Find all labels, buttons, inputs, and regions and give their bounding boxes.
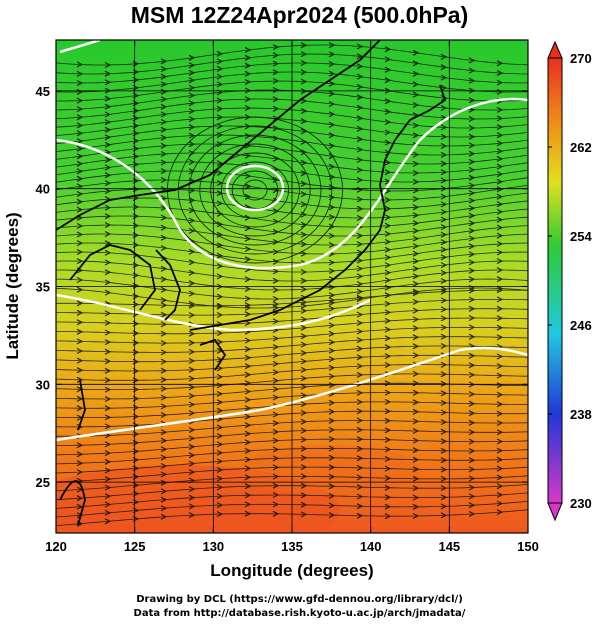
- y-tick-label: 35: [36, 280, 50, 295]
- colorbar-label: 270: [570, 51, 592, 66]
- colorbar-gradient: [547, 57, 563, 504]
- y-tick-label: 25: [36, 475, 50, 490]
- y-tick-label: 45: [36, 84, 50, 99]
- x-tick-label: 135: [281, 539, 303, 554]
- x-tick-label: 120: [45, 539, 67, 554]
- x-tick-label: 125: [124, 539, 146, 554]
- x-tick-label: 130: [202, 539, 224, 554]
- lat-lon-grid: [56, 40, 528, 533]
- x-tick-label: 150: [517, 539, 539, 554]
- colorbar-label: 238: [570, 407, 592, 422]
- temperature-isolines: [56, 40, 528, 442]
- axis-ticks: 120 125 130 135 140 145 150 25 30 35 40 45: [36, 40, 539, 554]
- colorbar-max-arrow: [547, 40, 563, 59]
- colorbar-label: 246: [570, 318, 592, 333]
- coastlines: [56, 40, 447, 526]
- colorbar-label: 230: [570, 496, 592, 511]
- x-axis-label: Longitude (degrees): [210, 561, 373, 580]
- colorbar: 270 262 254 246 238 230: [547, 40, 592, 522]
- colorbar-label: 254: [570, 229, 592, 244]
- x-tick-label: 145: [438, 539, 460, 554]
- colorbar-label: 262: [570, 140, 592, 155]
- y-axis-label: Latitude (degrees): [3, 212, 22, 359]
- credit-drawing: Drawing by DCL (https://www.gfd-dennou.o…: [136, 594, 463, 605]
- x-tick-label: 140: [360, 539, 382, 554]
- colorbar-min-arrow: [547, 502, 563, 522]
- y-tick-label: 30: [36, 377, 50, 392]
- credit-data: Data from http://database.rish.kyoto-u.a…: [133, 608, 466, 619]
- map-title: MSM 12Z24Apr2024 (500.0hPa): [130, 2, 469, 28]
- y-tick-label: 40: [36, 182, 50, 197]
